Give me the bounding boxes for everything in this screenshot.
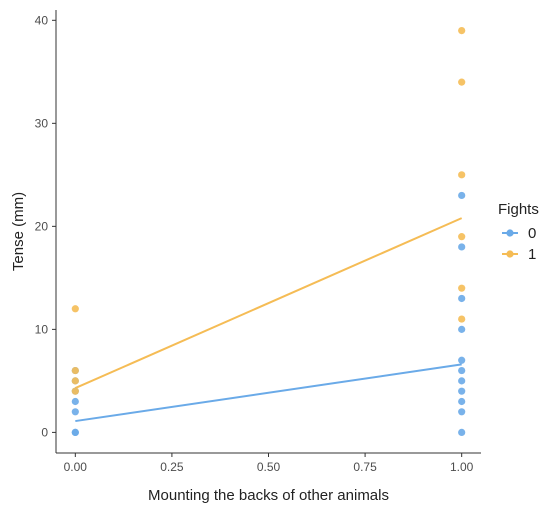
point-series-0 [458,428,466,436]
fit-line-0 [75,363,462,423]
y-tick-label: 0 [41,425,48,439]
point-series-1 [458,171,466,179]
point-series-1 [458,284,466,292]
point-series-1 [71,377,79,385]
x-ticks: 0.00 0.25 0.50 0.75 1.00 [64,453,474,474]
point-series-1 [71,305,79,313]
legend: Fights 0 1 [498,201,539,263]
point-series-0 [458,294,466,303]
plot-area: 0 10 20 30 40 0.00 0.25 0.50 0.75 1.00 [35,10,481,474]
legend-key-point [506,250,514,258]
point-series-0 [71,428,79,436]
point-series-0 [458,366,466,375]
point-series-1 [71,366,79,375]
x-tick-label: 1.00 [450,460,474,474]
point-series-0 [458,325,466,333]
point-series-1 [458,315,466,323]
fit-line-1 [74,217,463,390]
point-series-1 [458,27,466,35]
x-tick-label: 0.75 [353,460,377,474]
y-tick-label: 30 [35,116,49,130]
point-series-1 [71,387,79,395]
x-axis-title: Mounting the backs of other animals [148,487,389,504]
y-tick-label: 20 [35,219,49,233]
point-series-0 [71,408,79,416]
y-axis-title: Tense (mm) [10,192,27,271]
y-ticks: 0 10 20 30 40 [35,13,56,439]
legend-title: Fights [498,201,539,218]
legend-label: 1 [528,246,536,263]
legend-key-point [506,229,514,237]
point-series-0 [458,397,466,406]
point-series-0 [458,356,466,364]
y-tick-label: 40 [35,13,49,27]
fit-lines [74,217,463,423]
legend-label: 0 [528,225,536,242]
point-series-0 [458,243,466,251]
x-tick-label: 0.25 [160,460,184,474]
point-series-1 [458,78,466,86]
point-series-0 [458,377,466,385]
data-points [71,27,466,436]
x-tick-label: 0.00 [64,460,88,474]
point-series-0 [71,397,79,406]
point-series-0 [458,387,466,395]
point-series-1 [458,233,466,241]
y-tick-label: 10 [35,322,49,336]
point-series-0 [458,408,466,416]
point-series-0 [458,191,466,200]
x-tick-label: 0.50 [257,460,281,474]
